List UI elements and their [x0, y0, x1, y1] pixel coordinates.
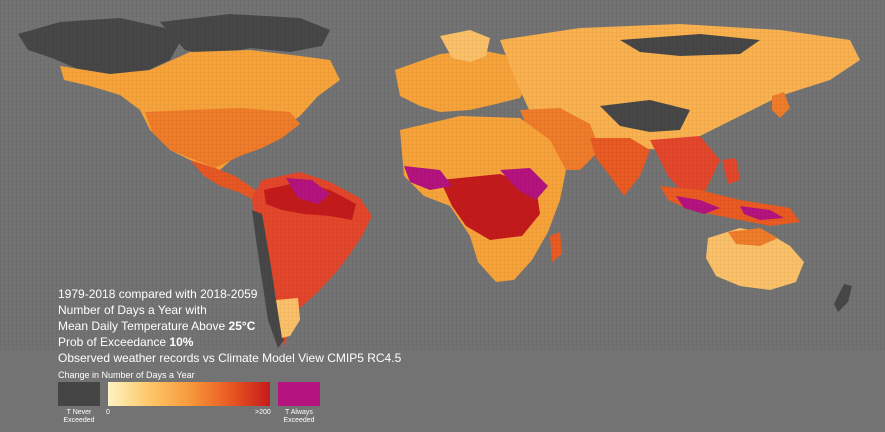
- exceedance-line: Prob of Exceedance 10%: [58, 335, 194, 349]
- legend-never-label: T Never Exceeded: [63, 409, 95, 424]
- source-line: Observed weather records vs Climate Mode…: [58, 351, 402, 365]
- legend-never-swatch: [58, 382, 100, 406]
- legend-min-label: 0: [106, 409, 110, 416]
- period-line: 1979-2018 compared with 2018-2059: [58, 287, 258, 301]
- legend-always-label: T Always Exceeded: [283, 409, 315, 424]
- legend-always-swatch: [278, 382, 320, 406]
- legend-max-label: >200: [255, 409, 271, 416]
- legend-gradient-swatch: [108, 382, 270, 406]
- temperature-line: Mean Daily Temperature Above 25°C: [58, 319, 256, 333]
- legend-title: Change in Number of Days a Year: [58, 370, 195, 380]
- days-line: Number of Days a Year with: [58, 303, 207, 317]
- map-info-text: 1979-2018 compared with 2018-2059 Number…: [58, 286, 401, 366]
